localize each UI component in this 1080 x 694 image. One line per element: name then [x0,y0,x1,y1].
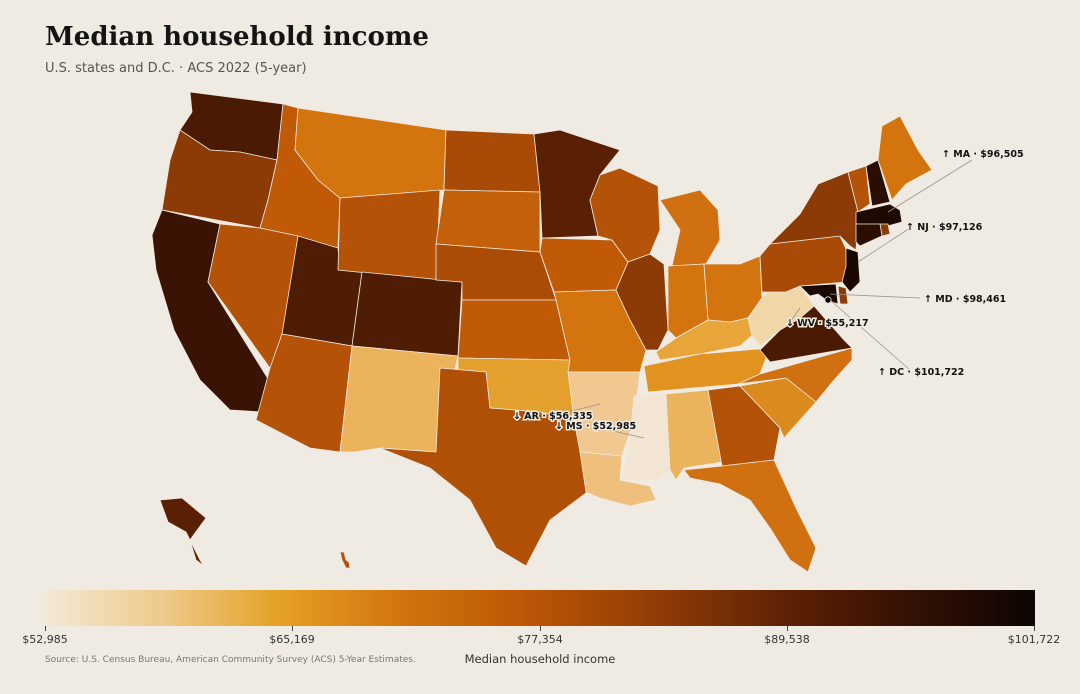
state-WV[interactable] [747,285,815,347]
colorbar-tick-label: $65,169 [269,633,315,646]
state-WI[interactable] [589,167,661,263]
callout-ar: ↓ AR · $56,335 [513,411,592,422]
state-GA[interactable] [707,385,781,467]
colorbar-tick-label: $101,722 [1007,633,1061,646]
colorbar-title: Median household income [464,652,616,666]
state-NH[interactable] [865,159,891,207]
state-WY[interactable] [337,189,441,281]
state-ND[interactable] [443,129,541,193]
state-TX[interactable] [379,367,591,567]
source-note: Source: U.S. Census Bureau, American Com… [45,655,416,665]
colorbar-tick-label: $89,538 [764,633,810,646]
callouts: ↑ MA · $96,505 ↑ NJ · $97,126 ↑ MD · $98… [512,148,1026,434]
state-KS[interactable] [457,299,571,361]
state-LA[interactable] [579,451,657,507]
state-MI[interactable] [659,189,721,267]
state-IA[interactable] [539,237,629,293]
state-IL[interactable] [615,253,669,351]
state-KY[interactable] [655,317,759,361]
callout-leaders [559,159,973,439]
colorbar-gradient [45,590,1035,626]
state-FL[interactable] [683,459,817,573]
state-VT[interactable] [847,165,871,213]
state-AK[interactable] [159,497,207,567]
callout-dc: ↑ DC · $101,722 [878,367,964,378]
state-NY[interactable] [768,171,859,251]
state-HI[interactable] [339,551,351,569]
colorbar-tick [292,626,293,631]
state-DE[interactable] [837,285,849,305]
callout-nj: ↑ NJ · $97,126 [906,222,983,233]
colorbar-tick-label: $52,985 [22,633,68,646]
us-choropleth-map: ↑ MA · $96,505 ↑ NJ · $97,126 ↑ MD · $98… [151,91,1026,573]
colorbar-tick [787,626,788,631]
state-SD[interactable] [435,189,541,253]
callout-ma: ↑ MA · $96,505 [942,149,1024,160]
colorbar-tick [1034,626,1035,631]
page-subtitle: U.S. states and D.C. · ACS 2022 (5-year) [45,61,307,76]
colorbar-tick-label: $77,354 [517,633,563,646]
callout-md: ↑ MD · $98,461 [924,294,1006,305]
state-PA[interactable] [759,235,853,293]
state-DC[interactable] [824,296,832,304]
state-ME[interactable] [877,115,933,201]
state-CO[interactable] [351,271,463,357]
colorbar-tick [540,626,541,631]
state-NJ[interactable] [841,247,861,293]
page-title: Median household income [45,22,429,52]
callout-ms: ↓ MS · $52,985 [555,421,636,432]
state-NC[interactable] [737,347,853,403]
callout-wv: ↓ WV · $55,217 [786,318,869,329]
state-CT[interactable] [855,223,883,247]
colorbar-tick [45,626,46,631]
